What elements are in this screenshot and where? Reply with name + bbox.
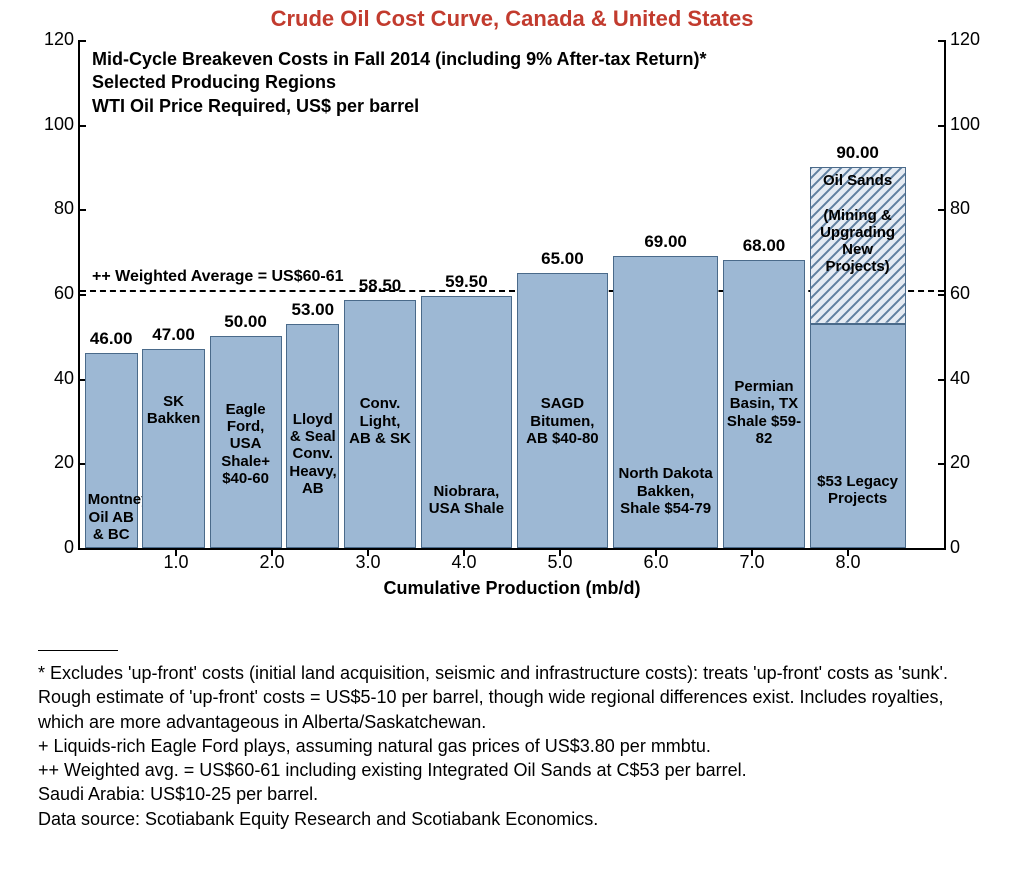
y-tick-right: 80 — [944, 198, 988, 219]
bar-value-label: 50.00 — [224, 312, 267, 336]
y-tick-right: 20 — [944, 452, 988, 473]
bar-value-label: 68.00 — [743, 236, 786, 260]
y-tick-left: 20 — [36, 452, 80, 473]
y-tick-left: 80 — [36, 198, 80, 219]
bar: SAGD Bitumen, AB $40-8065.00 — [517, 273, 608, 548]
chart-title: Crude Oil Cost Curve, Canada & United St… — [0, 0, 1024, 32]
bar: North Dakota Bakken, Shale $54-7969.00 — [613, 256, 719, 548]
header-line-2: Selected Producing Regions — [92, 71, 707, 94]
bar-top-text: Oil Sands (Mining & Upgrading New Projec… — [813, 172, 903, 276]
chart-container: Mid-Cycle Breakeven Costs in Fall 2014 (… — [30, 40, 994, 610]
bar-region-label: Conv. Light, AB & SK — [347, 395, 413, 447]
bar-value-label: 69.00 — [644, 232, 687, 256]
bar: Montney Oil AB & BC46.00 — [85, 353, 138, 548]
y-tick-left: 40 — [36, 368, 80, 389]
bar-value-label: 65.00 — [541, 249, 584, 273]
bar-value-label: 47.00 — [152, 325, 195, 349]
bar: Conv. Light, AB & SK58.50 — [344, 300, 416, 548]
bar-region-label: Lloyd & Seal Conv. Heavy, AB — [289, 411, 336, 497]
footnote-line: ++ Weighted avg. = US$60-61 including ex… — [38, 758, 994, 782]
bar-region-label: Niobrara, USA Shale — [424, 483, 509, 518]
footnote-line: + Liquids-rich Eagle Ford plays, assumin… — [38, 734, 994, 758]
bar-region-label: SAGD Bitumen, AB $40-80 — [520, 395, 605, 447]
bar: Eagle Ford, USA Shale+ $40-6050.00 — [210, 336, 282, 548]
y-tick-left: 120 — [36, 29, 80, 50]
weighted-average-label: ++ Weighted Average = US$60-61 — [92, 268, 344, 286]
bar-region-label: $53 Legacy Projects — [813, 473, 903, 508]
footnote-line: Saudi Arabia: US$10-25 per barrel. — [38, 782, 994, 806]
y-tick-left: 0 — [36, 537, 80, 558]
bar-region-label: Permian Basin, TX Shale $59-82 — [726, 378, 802, 447]
chart-header: Mid-Cycle Breakeven Costs in Fall 2014 (… — [92, 48, 707, 118]
bar-region-label: Montney Oil AB & BC — [88, 491, 135, 543]
bar-region-label: SK Bakken — [145, 393, 201, 428]
header-line-1: Mid-Cycle Breakeven Costs in Fall 2014 (… — [92, 48, 707, 71]
bar: Niobrara, USA Shale59.50 — [421, 296, 512, 548]
x-axis-label: Cumulative Production (mb/d) — [383, 548, 640, 599]
bar-region-label: North Dakota Bakken, Shale $54-79 — [616, 465, 716, 517]
bar: Lloyd & Seal Conv. Heavy, AB53.00 — [286, 324, 339, 548]
bar-value-label: 90.00 — [836, 143, 879, 167]
bar: SK Bakken47.00 — [142, 349, 204, 548]
header-line-3: WTI Oil Price Required, US$ per barrel — [92, 95, 707, 118]
bar-value-label: 53.00 — [292, 300, 335, 324]
y-tick-right: 60 — [944, 283, 988, 304]
footnote-line: Data source: Scotiabank Equity Research … — [38, 807, 994, 831]
y-tick-left: 100 — [36, 114, 80, 135]
y-tick-right: 100 — [944, 114, 988, 135]
bar-region-label: Eagle Ford, USA Shale+ $40-60 — [213, 401, 279, 487]
y-tick-left: 60 — [36, 283, 80, 304]
y-tick-right: 0 — [944, 537, 988, 558]
footnote-line: * Excludes 'up-front' costs (initial lan… — [38, 661, 994, 734]
bar: $53 Legacy Projects Oil Sands (Mining & U… — [810, 167, 906, 548]
bar-value-label: 58.50 — [359, 276, 402, 300]
plot-area: Mid-Cycle Breakeven Costs in Fall 2014 (… — [78, 40, 946, 550]
bar: Permian Basin, TX Shale $59-8268.00 — [723, 260, 805, 548]
y-tick-right: 120 — [944, 29, 988, 50]
bar-value-label: 46.00 — [90, 329, 133, 353]
y-tick-right: 40 — [944, 368, 988, 389]
footnotes: * Excludes 'up-front' costs (initial lan… — [38, 650, 994, 831]
bar-value-label: 59.50 — [445, 272, 488, 296]
footnote-rule — [38, 650, 118, 651]
